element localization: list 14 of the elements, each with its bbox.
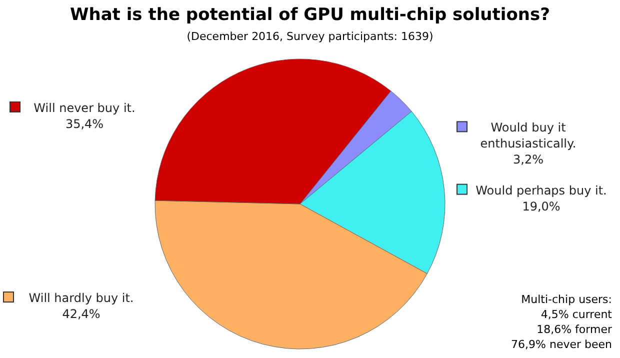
data-label: 42,4% bbox=[62, 307, 100, 322]
text: 18,6% former bbox=[536, 322, 612, 337]
data-label: 3,2% bbox=[513, 152, 544, 167]
legend-label: Will never buy it. bbox=[34, 100, 136, 115]
chart-title: What is the potential of GPU multi-chip solutions? bbox=[68, 5, 551, 25]
legend-label: Would perhaps buy it. bbox=[476, 183, 607, 198]
text: Multi-chip users: bbox=[520, 292, 612, 307]
text: 4,5% current bbox=[540, 307, 612, 322]
text: 76,9% never been bbox=[511, 337, 612, 352]
chart-subtitle: (December 2016, Survey participants: 1639) bbox=[186, 30, 434, 43]
legend-label: Would buy it enthusiastically. bbox=[480, 120, 576, 151]
data-label: 35,4% bbox=[65, 116, 104, 131]
legend-label: Will hardly buy it. bbox=[28, 291, 134, 306]
data-label: 19,0% bbox=[522, 199, 560, 214]
